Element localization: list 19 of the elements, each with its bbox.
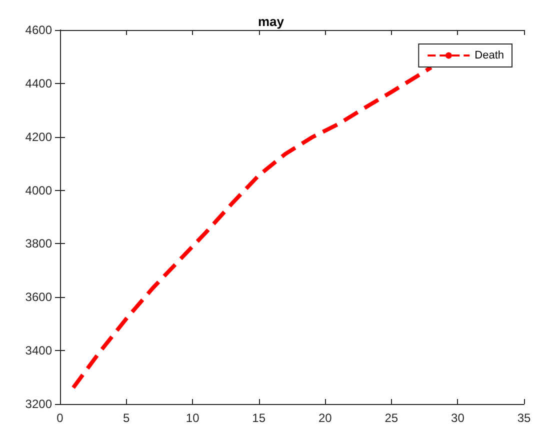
y-tick-label: 3200: [25, 397, 52, 411]
y-tick-label: 4000: [25, 183, 52, 198]
y-tick-label: 3400: [25, 344, 52, 358]
y-tick-label: 4400: [25, 76, 52, 90]
x-tick-label: 35: [517, 411, 531, 425]
x-tick-label: 25: [384, 411, 398, 425]
x-tick-label: 10: [186, 411, 200, 425]
chart-title: may: [258, 14, 285, 29]
legend-label: Death: [474, 50, 504, 62]
y-tick-label: 4200: [25, 130, 52, 144]
x-tick-label: 20: [318, 411, 332, 425]
y-tick-label: 3600: [25, 290, 52, 304]
x-tick-label: 5: [122, 411, 130, 425]
x-tick-label: 15: [252, 411, 266, 425]
x-tick-label: 30: [451, 411, 465, 425]
y-tick-label: 4600: [25, 23, 52, 37]
y-tick-label: 3800: [25, 236, 52, 251]
x-tick-label: 0: [56, 411, 64, 425]
line-series: [71, 65, 434, 390]
